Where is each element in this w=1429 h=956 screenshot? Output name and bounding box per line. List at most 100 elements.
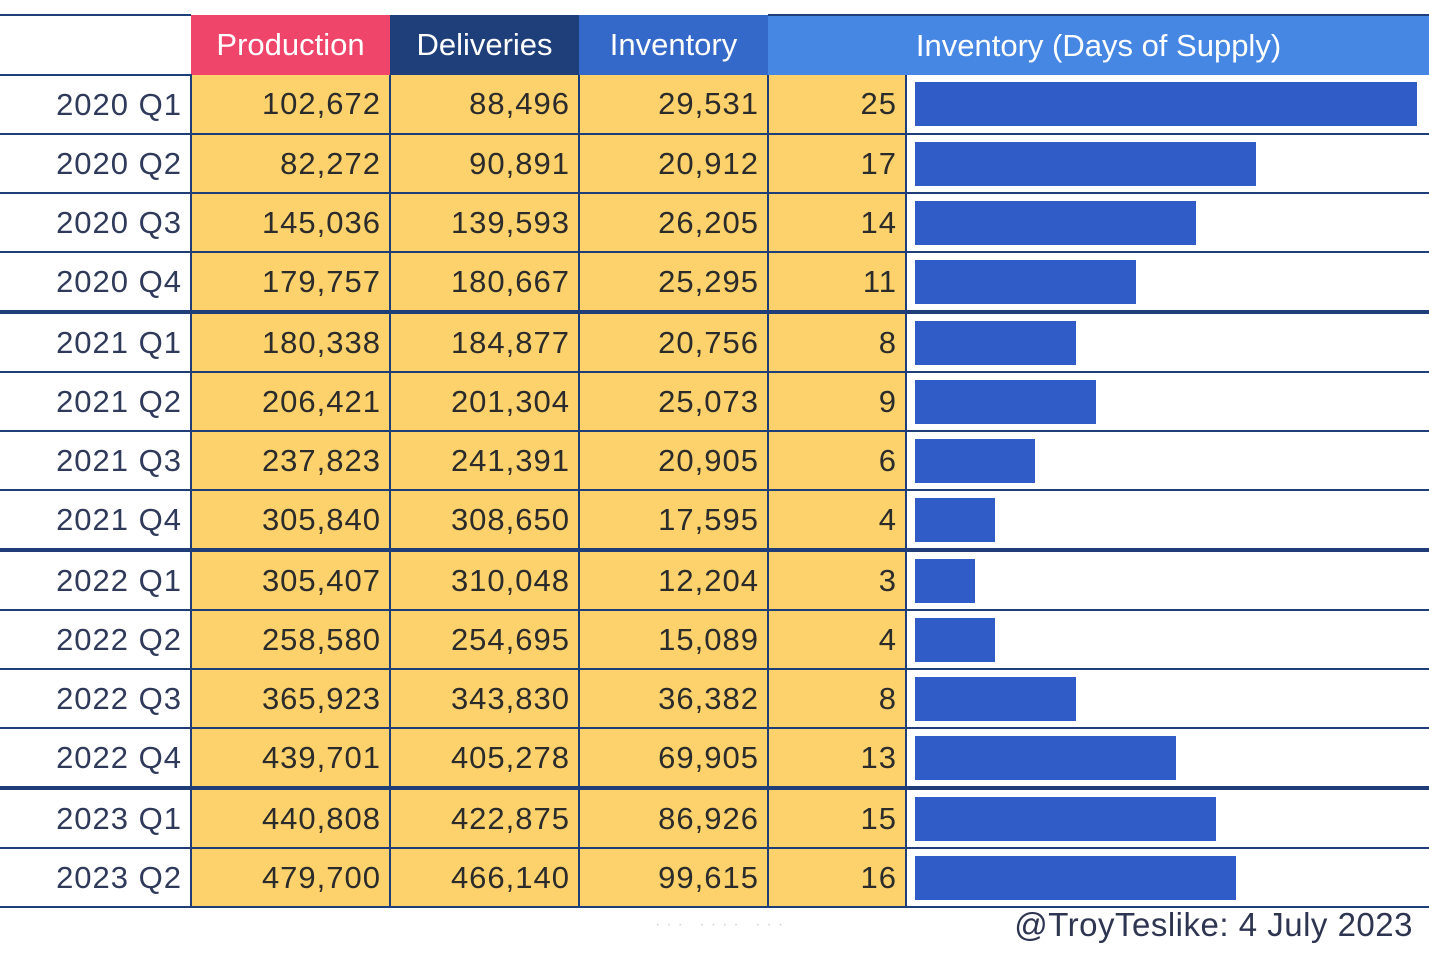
days-cell: 3 bbox=[768, 550, 907, 611]
days-supply-bar bbox=[915, 855, 1236, 900]
inventory-cell: 25,295 bbox=[579, 252, 769, 314]
quarter-label: 2023 Q2 bbox=[0, 848, 192, 908]
bar-cell bbox=[906, 75, 1429, 135]
days-cell: 4 bbox=[768, 490, 907, 552]
quarter-label: 2020 Q2 bbox=[0, 134, 192, 194]
header-deliveries: Deliveries bbox=[390, 15, 579, 75]
days-cell: 9 bbox=[768, 372, 907, 432]
production-cell: 305,407 bbox=[191, 550, 391, 611]
bar-cell bbox=[906, 193, 1429, 253]
deliveries-cell: 466,140 bbox=[390, 848, 580, 908]
production-cell: 440,808 bbox=[191, 788, 391, 849]
deliveries-cell: 180,667 bbox=[390, 252, 580, 314]
table-row: 2021 Q4 305,840 308,650 17,595 4 bbox=[0, 490, 1429, 552]
quarter-label: 2022 Q3 bbox=[0, 669, 192, 729]
inventory-cell: 12,204 bbox=[579, 550, 769, 611]
days-supply-bar bbox=[915, 259, 1136, 304]
table-row: 2021 Q1 180,338 184,877 20,756 8 bbox=[0, 312, 1429, 373]
bar-cell bbox=[906, 134, 1429, 194]
inventory-cell: 29,531 bbox=[579, 75, 769, 135]
quarter-label: 2020 Q3 bbox=[0, 193, 192, 253]
days-cell: 8 bbox=[768, 312, 907, 373]
days-cell: 4 bbox=[768, 610, 907, 670]
quarter-label: 2022 Q4 bbox=[0, 728, 192, 790]
days-supply-bar bbox=[915, 200, 1196, 245]
days-cell: 14 bbox=[768, 193, 907, 253]
bar-cell bbox=[906, 252, 1429, 314]
inventory-cell: 17,595 bbox=[579, 490, 769, 552]
inventory-cell: 25,073 bbox=[579, 372, 769, 432]
table-row: 2022 Q4 439,701 405,278 69,905 13 bbox=[0, 728, 1429, 790]
deliveries-cell: 241,391 bbox=[390, 431, 580, 491]
deliveries-cell: 201,304 bbox=[390, 372, 580, 432]
production-cell: 258,580 bbox=[191, 610, 391, 670]
production-cell: 145,036 bbox=[191, 193, 391, 253]
days-cell: 16 bbox=[768, 848, 907, 908]
bar-cell bbox=[906, 490, 1429, 552]
production-cell: 305,840 bbox=[191, 490, 391, 552]
bar-cell bbox=[906, 372, 1429, 432]
days-cell: 15 bbox=[768, 788, 907, 849]
days-supply-bar bbox=[915, 796, 1216, 841]
table-row: 2023 Q1 440,808 422,875 86,926 15 bbox=[0, 788, 1429, 849]
days-supply-bar bbox=[915, 558, 975, 603]
quarter-label: 2021 Q1 bbox=[0, 312, 192, 373]
deliveries-cell: 405,278 bbox=[390, 728, 580, 790]
bar-cell bbox=[906, 431, 1429, 491]
table-row: 2020 Q1 102,672 88,496 29,531 25 bbox=[0, 75, 1429, 135]
inventory-cell: 20,756 bbox=[579, 312, 769, 373]
table-row: 2022 Q3 365,923 343,830 36,382 8 bbox=[0, 669, 1429, 729]
table-row: 2022 Q2 258,580 254,695 15,089 4 bbox=[0, 610, 1429, 670]
table-row: 2023 Q2 479,700 466,140 99,615 16 bbox=[0, 848, 1429, 908]
table-row: 2020 Q4 179,757 180,667 25,295 11 bbox=[0, 252, 1429, 314]
deliveries-cell: 310,048 bbox=[390, 550, 580, 611]
production-cell: 237,823 bbox=[191, 431, 391, 491]
production-cell: 365,923 bbox=[191, 669, 391, 729]
production-cell: 479,700 bbox=[191, 848, 391, 908]
days-supply-bar bbox=[915, 676, 1076, 721]
inventory-cell: 20,905 bbox=[579, 431, 769, 491]
days-cell: 17 bbox=[768, 134, 907, 194]
table-row: 2021 Q3 237,823 241,391 20,905 6 bbox=[0, 431, 1429, 491]
table-body: 2020 Q1 102,672 88,496 29,531 25 2020 Q2 82,27… bbox=[0, 75, 1429, 908]
bar-cell bbox=[906, 848, 1429, 908]
production-cell: 439,701 bbox=[191, 728, 391, 790]
inventory-cell: 69,905 bbox=[579, 728, 769, 790]
deliveries-cell: 88,496 bbox=[390, 75, 580, 135]
deliveries-cell: 184,877 bbox=[390, 312, 580, 373]
days-supply-bar bbox=[915, 735, 1176, 780]
table-row: 2020 Q2 82,272 90,891 20,912 17 bbox=[0, 134, 1429, 194]
quarter-label: 2020 Q1 bbox=[0, 75, 192, 135]
footer-credit: @TroyTeslike: 4 July 2023 bbox=[1014, 906, 1413, 943]
bar-cell bbox=[906, 312, 1429, 373]
inventory-cell: 20,912 bbox=[579, 134, 769, 194]
header-days-of-supply: Inventory (Days of Supply) bbox=[768, 14, 1429, 75]
bar-cell bbox=[906, 728, 1429, 790]
bar-cell bbox=[906, 788, 1429, 849]
quarter-label: 2020 Q4 bbox=[0, 252, 192, 314]
days-supply-bar bbox=[915, 617, 995, 662]
days-supply-bar bbox=[915, 497, 995, 542]
deliveries-cell: 308,650 bbox=[390, 490, 580, 552]
days-supply-bar bbox=[915, 141, 1256, 186]
quarter-label: 2022 Q1 bbox=[0, 550, 192, 611]
quarter-label: 2022 Q2 bbox=[0, 610, 192, 670]
days-supply-bar bbox=[915, 320, 1076, 365]
bar-cell bbox=[906, 669, 1429, 729]
inventory-cell: 99,615 bbox=[579, 848, 769, 908]
quarter-label: 2021 Q3 bbox=[0, 431, 192, 491]
table-row: 2020 Q3 145,036 139,593 26,205 14 bbox=[0, 193, 1429, 253]
inventory-cell: 36,382 bbox=[579, 669, 769, 729]
days-cell: 11 bbox=[768, 252, 907, 314]
deliveries-cell: 254,695 bbox=[390, 610, 580, 670]
bar-cell bbox=[906, 550, 1429, 611]
days-cell: 8 bbox=[768, 669, 907, 729]
faint-watermark: ··· ···· ··· bbox=[655, 916, 790, 933]
quarter-label: 2021 Q2 bbox=[0, 372, 192, 432]
days-cell: 13 bbox=[768, 728, 907, 790]
deliveries-cell: 343,830 bbox=[390, 669, 580, 729]
deliveries-cell: 139,593 bbox=[390, 193, 580, 253]
production-cell: 180,338 bbox=[191, 312, 391, 373]
inventory-cell: 26,205 bbox=[579, 193, 769, 253]
deliveries-cell: 90,891 bbox=[390, 134, 580, 194]
